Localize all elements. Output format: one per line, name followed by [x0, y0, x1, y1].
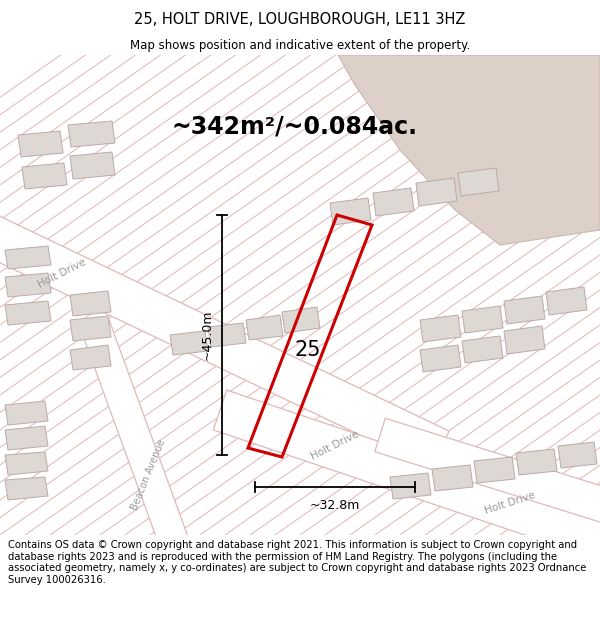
Polygon shape: [5, 273, 51, 297]
Polygon shape: [70, 316, 111, 341]
Text: Map shows position and indicative extent of the property.: Map shows position and indicative extent…: [130, 39, 470, 51]
Polygon shape: [18, 131, 63, 157]
Polygon shape: [246, 315, 283, 340]
Polygon shape: [338, 55, 600, 245]
Text: ~32.8m: ~32.8m: [310, 499, 360, 512]
Polygon shape: [474, 457, 515, 483]
Polygon shape: [5, 401, 48, 425]
Text: ~342m²/~0.084ac.: ~342m²/~0.084ac.: [172, 115, 418, 139]
Polygon shape: [0, 211, 449, 469]
Polygon shape: [5, 301, 51, 325]
Polygon shape: [70, 291, 111, 316]
Polygon shape: [432, 465, 473, 491]
Polygon shape: [282, 307, 320, 333]
Polygon shape: [5, 452, 48, 475]
Text: Contains OS data © Crown copyright and database right 2021. This information is : Contains OS data © Crown copyright and d…: [8, 540, 586, 585]
Text: ~45.0m: ~45.0m: [201, 310, 214, 360]
Polygon shape: [5, 477, 48, 500]
Polygon shape: [5, 246, 51, 269]
Polygon shape: [208, 323, 246, 347]
Polygon shape: [462, 306, 503, 333]
Polygon shape: [546, 287, 587, 315]
Text: Holt Drive: Holt Drive: [484, 490, 536, 516]
Text: Beacon Avenue: Beacon Avenue: [129, 438, 167, 512]
Polygon shape: [420, 315, 461, 342]
Text: 25: 25: [295, 340, 321, 360]
Polygon shape: [504, 296, 545, 324]
Polygon shape: [373, 188, 414, 216]
Polygon shape: [81, 320, 189, 550]
Polygon shape: [462, 336, 503, 363]
Polygon shape: [390, 473, 431, 499]
Polygon shape: [375, 418, 600, 527]
Polygon shape: [70, 152, 115, 179]
Polygon shape: [416, 178, 457, 206]
Polygon shape: [516, 449, 557, 475]
Text: Holt Drive: Holt Drive: [37, 257, 88, 289]
Polygon shape: [558, 442, 597, 468]
Polygon shape: [420, 345, 461, 372]
Polygon shape: [68, 121, 115, 147]
Polygon shape: [213, 390, 600, 565]
Polygon shape: [170, 331, 208, 355]
Polygon shape: [5, 426, 48, 450]
Polygon shape: [22, 163, 67, 189]
Polygon shape: [504, 326, 545, 354]
Polygon shape: [70, 345, 111, 370]
Polygon shape: [330, 198, 371, 225]
Text: 25, HOLT DRIVE, LOUGHBOROUGH, LE11 3HZ: 25, HOLT DRIVE, LOUGHBOROUGH, LE11 3HZ: [134, 12, 466, 27]
Text: Holt Drive: Holt Drive: [310, 429, 361, 461]
Polygon shape: [458, 168, 499, 196]
